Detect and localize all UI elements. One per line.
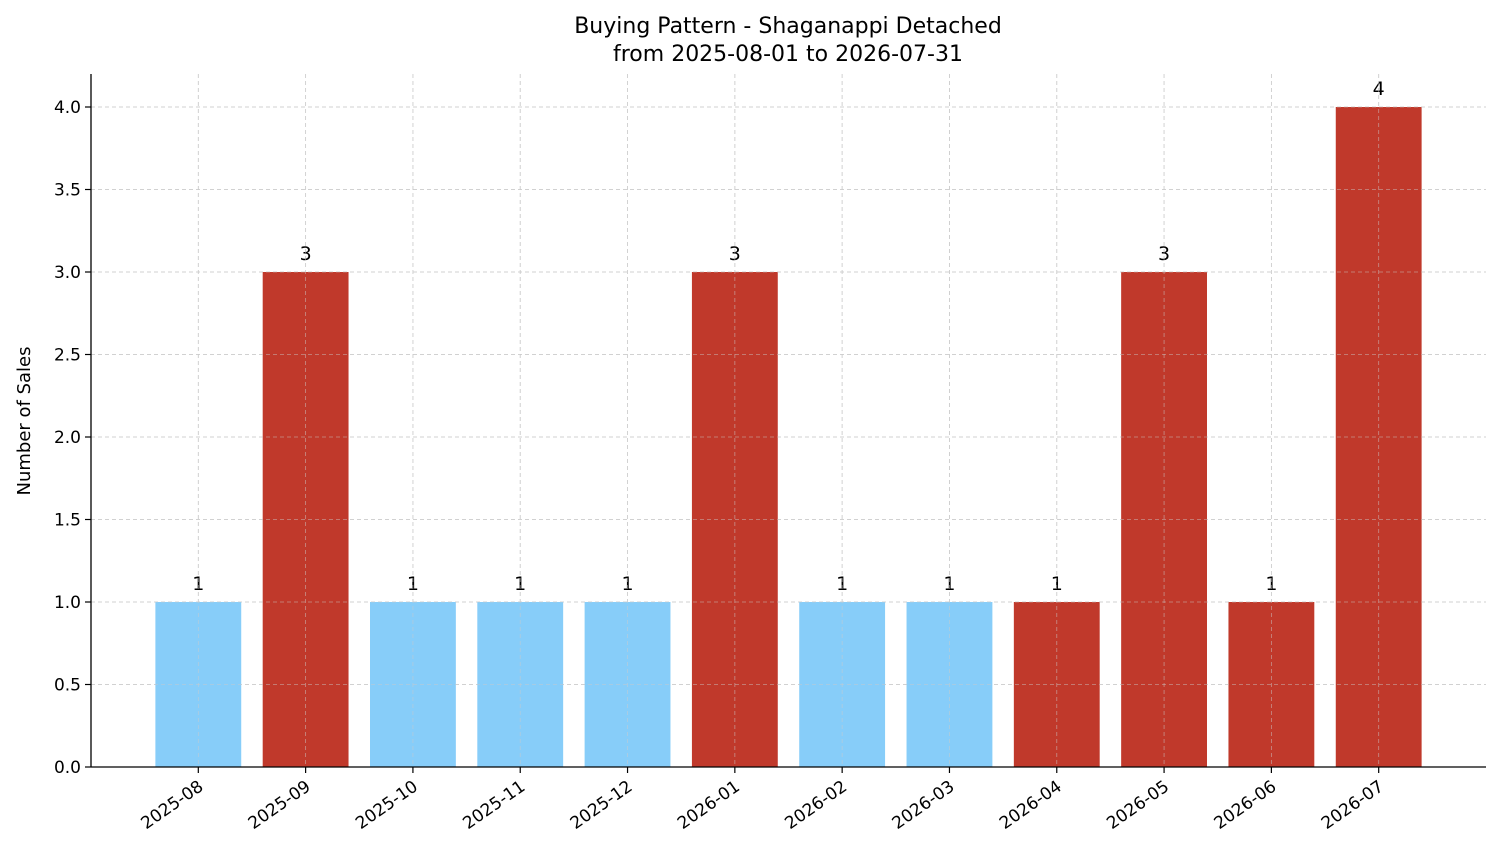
bar-value-label: 3 <box>729 243 741 265</box>
x-tick-label: 2025-11 <box>459 777 529 834</box>
x-tick-label: 2026-06 <box>1211 777 1281 834</box>
x-tick-label: 2026-05 <box>1103 777 1173 834</box>
y-tick-label: 2.0 <box>54 428 81 448</box>
bar-value-label: 1 <box>1051 573 1063 595</box>
bar-value-label: 1 <box>514 573 526 595</box>
bar-value-label: 1 <box>407 573 419 595</box>
x-tick-label: 2026-07 <box>1318 777 1388 834</box>
x-tick-label: 2026-01 <box>674 777 744 834</box>
x-tick-label: 2025-10 <box>352 777 422 834</box>
y-tick-label: 4.0 <box>54 98 81 118</box>
x-tick-label: 2026-04 <box>996 777 1066 834</box>
bar-value-label: 1 <box>621 573 633 595</box>
y-tick-label: 0.0 <box>54 758 81 778</box>
y-tick-label: 0.5 <box>54 676 81 696</box>
y-axis-label: Number of Sales <box>14 346 35 495</box>
x-tick-label: 2025-12 <box>567 777 637 834</box>
bar-value-label: 3 <box>300 243 312 265</box>
y-tick-label: 3.5 <box>54 181 81 201</box>
chart-title: Buying Pattern - Shaganappi Detached <box>574 14 1002 39</box>
bar-value-label: 1 <box>192 573 204 595</box>
bar-value-label: 1 <box>836 573 848 595</box>
bar-value-label: 3 <box>1158 243 1170 265</box>
y-tick-label: 1.0 <box>54 593 81 613</box>
y-tick-label: 3.0 <box>54 263 81 283</box>
bar-value-label: 1 <box>1265 573 1277 595</box>
y-tick-label: 1.5 <box>54 511 81 531</box>
x-tick-label: 2025-08 <box>138 777 208 834</box>
x-tick-label: 2026-03 <box>889 777 959 834</box>
x-tick-label: 2026-02 <box>781 777 851 834</box>
x-tick-label: 2025-09 <box>245 777 315 834</box>
y-tick-label: 2.5 <box>54 346 81 366</box>
chart-subtitle: from 2025-08-01 to 2026-07-31 <box>613 42 963 67</box>
bar-value-label: 1 <box>943 573 955 595</box>
